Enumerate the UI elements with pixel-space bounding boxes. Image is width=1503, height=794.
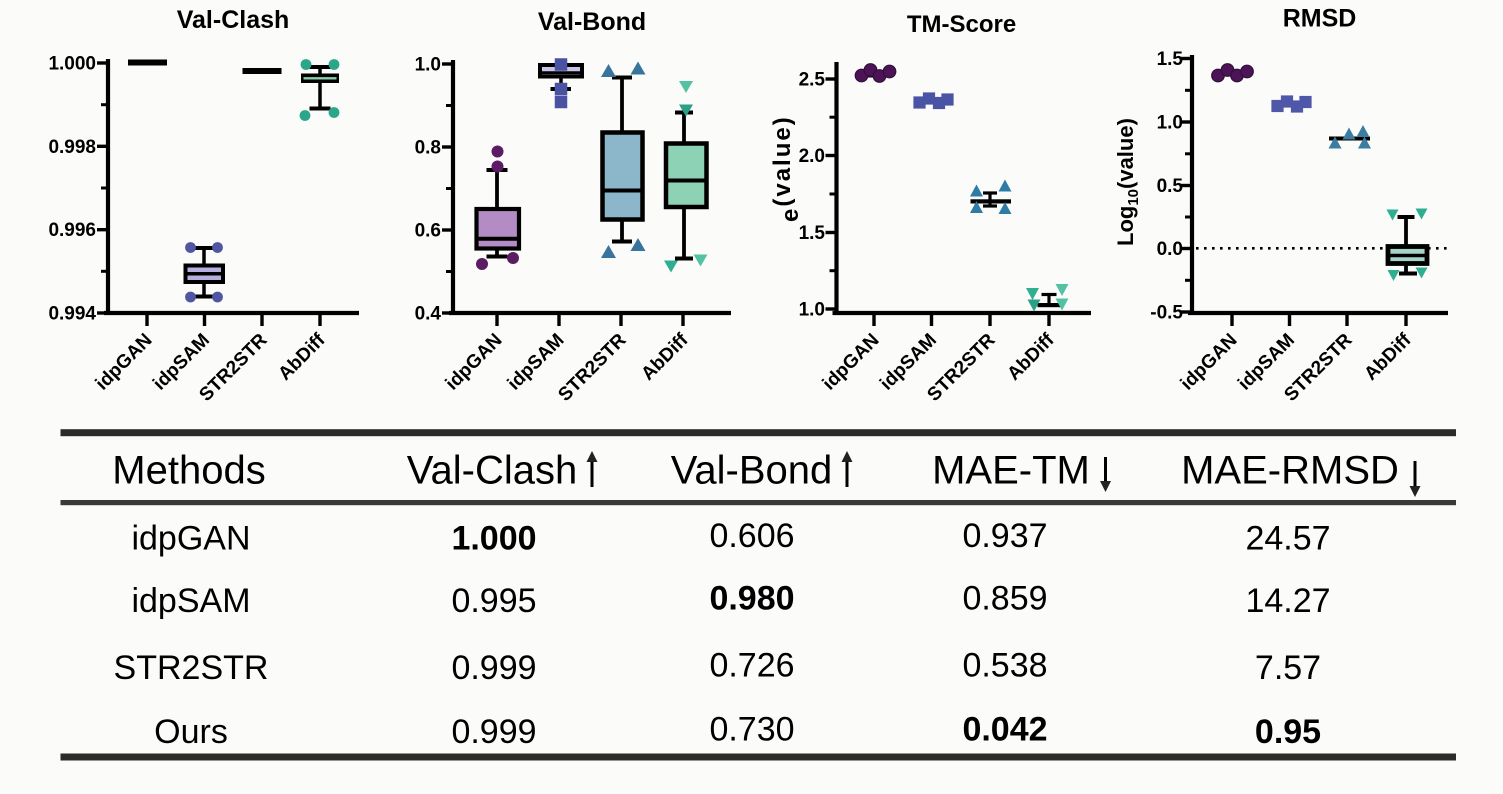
svg-text:MAE-RMSD: MAE-RMSD <box>1181 449 1399 493</box>
svg-text:1.0: 1.0 <box>1157 113 1183 134</box>
svg-text:0.995: 0.995 <box>451 582 536 620</box>
svg-text:STR2STR: STR2STR <box>114 649 269 687</box>
svg-text:e(value): e(value) <box>769 115 804 222</box>
svg-text:0.980: 0.980 <box>709 580 794 618</box>
svg-text:0.999: 0.999 <box>451 649 536 687</box>
svg-text:1.000: 1.000 <box>48 54 96 75</box>
svg-text:24.57: 24.57 <box>1245 520 1330 558</box>
svg-text:idpSAM: idpSAM <box>504 330 569 395</box>
svg-text:1.0: 1.0 <box>415 55 441 76</box>
svg-text:2.5: 2.5 <box>799 70 826 91</box>
svg-text:AbDiff: AbDiff <box>1360 329 1416 385</box>
svg-text:0.606: 0.606 <box>709 517 794 555</box>
svg-text:Val-Bond: Val-Bond <box>538 8 646 36</box>
svg-text:0.042: 0.042 <box>962 711 1047 749</box>
svg-text:AbDiff: AbDiff <box>274 329 330 385</box>
svg-text:14.27: 14.27 <box>1245 582 1330 620</box>
svg-text:Methods: Methods <box>112 449 265 493</box>
svg-text:1.0: 1.0 <box>799 300 825 321</box>
svg-text:Log10(value): Log10(value) <box>1113 118 1142 246</box>
svg-text:0.859: 0.859 <box>962 580 1047 618</box>
svg-text:0.5: 0.5 <box>1157 176 1184 197</box>
svg-text:Val-Clash: Val-Clash <box>177 6 290 34</box>
svg-text:2.0: 2.0 <box>799 146 825 167</box>
svg-text:0.0: 0.0 <box>1157 239 1183 260</box>
svg-text:RMSD: RMSD <box>1283 5 1357 33</box>
svg-text:Ours: Ours <box>154 713 228 751</box>
svg-text:STR2STR: STR2STR <box>554 329 630 405</box>
svg-text:idpGAN: idpGAN <box>442 330 507 395</box>
svg-text:0.999: 0.999 <box>451 713 536 751</box>
svg-text:0.8: 0.8 <box>415 138 441 159</box>
svg-text:idpGAN: idpGAN <box>819 330 884 395</box>
svg-text:0.538: 0.538 <box>962 647 1047 685</box>
svg-text:MAE-TM: MAE-TM <box>932 449 1090 493</box>
svg-text:Val-Bond: Val-Bond <box>671 449 833 493</box>
svg-text:1.5: 1.5 <box>1157 49 1184 70</box>
svg-text:idpSAM: idpSAM <box>131 582 250 620</box>
svg-text:AbDiff: AbDiff <box>637 329 693 385</box>
svg-text:0.6: 0.6 <box>415 221 441 242</box>
svg-text:0.4: 0.4 <box>415 304 442 325</box>
svg-text:Val-Clash: Val-Clash <box>407 449 577 493</box>
svg-text:-0.5: -0.5 <box>1150 303 1183 324</box>
svg-text:1.5: 1.5 <box>799 223 826 244</box>
svg-text:1.000: 1.000 <box>451 520 536 558</box>
svg-text:0.726: 0.726 <box>709 647 794 685</box>
svg-text:0.994: 0.994 <box>48 304 96 325</box>
svg-text:TM-Score: TM-Score <box>907 11 1016 38</box>
svg-text:0.996: 0.996 <box>48 220 96 241</box>
svg-text:idpGAN: idpGAN <box>131 520 250 558</box>
svg-text:0.95: 0.95 <box>1255 713 1321 751</box>
svg-text:0.998: 0.998 <box>48 137 96 158</box>
svg-text:idpGAN: idpGAN <box>1177 330 1242 395</box>
svg-text:AbDiff: AbDiff <box>1003 329 1059 385</box>
svg-text:7.57: 7.57 <box>1255 649 1321 687</box>
svg-text:0.937: 0.937 <box>962 517 1047 555</box>
svg-text:idpGAN: idpGAN <box>92 330 157 395</box>
svg-text:0.730: 0.730 <box>709 711 794 749</box>
